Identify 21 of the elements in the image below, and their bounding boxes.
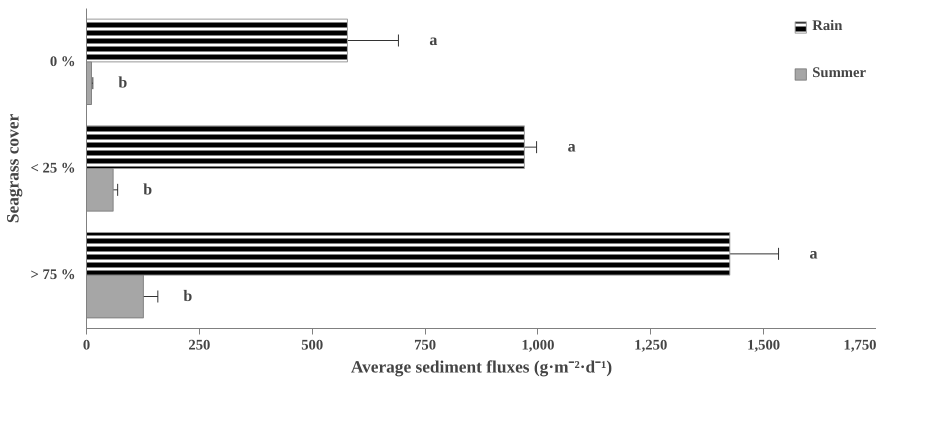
x-tick-label: 0 (82, 338, 90, 354)
x-axis-title: Average sediment fluxes (g·m⁻²·d⁻¹) (350, 358, 612, 376)
legend-label: Summer (812, 65, 866, 82)
legend-label: Rain (812, 18, 842, 35)
x-tick-label: 1,750 (844, 338, 877, 354)
y-tick-label: < 25 % (30, 160, 76, 176)
annotation: a (810, 245, 818, 262)
x-tick-label: 750 (414, 338, 436, 354)
annotation: a (568, 138, 576, 156)
annotation: b (183, 288, 192, 305)
annotation: a (429, 32, 438, 49)
x-tick-label: 1,000 (521, 338, 554, 354)
annotation: b (118, 74, 128, 92)
y-axis-title: Seagrass cover (4, 114, 23, 224)
annotation: b (143, 181, 152, 198)
y-tick-label: 0 % (50, 54, 76, 70)
x-tick-label: 250 (188, 338, 210, 354)
x-tick-label: 1,500 (747, 338, 780, 354)
x-tick-label: 1,250 (634, 338, 668, 354)
x-tick-label: 500 (301, 338, 324, 354)
y-tick-label: > 75 % (30, 267, 76, 284)
